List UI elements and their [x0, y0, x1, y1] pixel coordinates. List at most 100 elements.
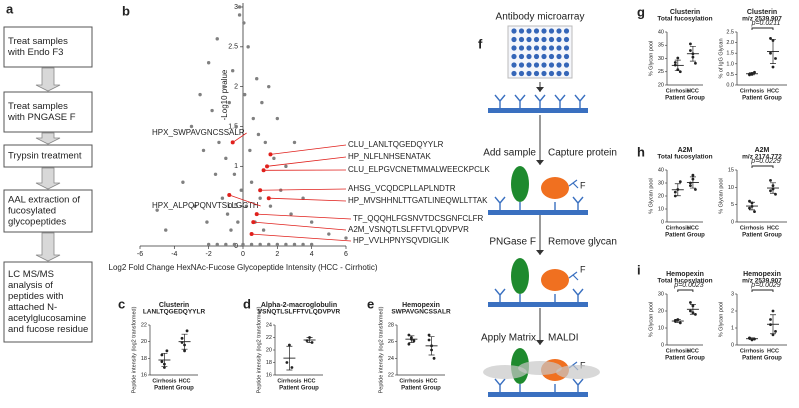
chart-subtitle: m/z 2539.907 — [742, 16, 782, 23]
point — [301, 242, 305, 247]
antibody — [494, 288, 506, 302]
point — [232, 242, 237, 247]
step-text: and fucose residue — [8, 324, 88, 335]
protein — [511, 258, 529, 294]
x-tick-label: Cirrhosis — [740, 88, 764, 94]
point — [249, 180, 254, 184]
x-tick-label: Cirrhosis — [399, 378, 423, 384]
step-text: fucosylated — [8, 206, 56, 217]
x-tick-label: Cirrhosis — [666, 225, 690, 231]
y-tick-label: 20 — [658, 308, 664, 314]
error-bar — [428, 336, 435, 356]
point — [272, 156, 276, 161]
error-bar — [674, 183, 681, 197]
x-tick-label: 2 — [275, 251, 279, 258]
matrix — [556, 365, 600, 379]
point — [206, 242, 211, 247]
protein — [511, 166, 529, 202]
step-box — [3, 189, 93, 233]
x-axis-title: Log2 Fold Change HexNAc-Fucose Glycopept… — [109, 263, 378, 272]
x-tick-label: 4 — [310, 251, 314, 258]
y-tick-label: 2.0 — [726, 40, 734, 46]
antibody — [554, 94, 566, 108]
array-spot — [511, 53, 517, 60]
arrow-head — [536, 340, 544, 345]
step-text: Trypsin treatment — [8, 151, 82, 162]
x-tick-label: -2 — [206, 251, 212, 258]
point — [284, 164, 288, 169]
point — [689, 184, 692, 188]
annotation: HP_MVSHHNLTTGATLINEQWLLTTAK — [348, 196, 488, 205]
array-spot — [556, 45, 562, 51]
point — [292, 140, 297, 145]
y-tick-label: 0.5 — [726, 72, 734, 78]
point — [265, 164, 270, 169]
point — [267, 242, 271, 247]
array-spot — [518, 36, 525, 43]
chart-subtitle: m/z 2539.907 — [742, 278, 782, 285]
y-axis-title: % Glycan pool — [718, 178, 724, 213]
point — [242, 21, 246, 25]
step-box — [3, 144, 93, 168]
point — [694, 61, 697, 65]
y-tick-label: 0.5 — [228, 203, 238, 210]
point — [694, 188, 697, 191]
point — [309, 220, 314, 224]
x-tick-label: -6 — [137, 251, 143, 258]
error-bar — [770, 314, 776, 335]
point — [774, 57, 777, 60]
point — [266, 196, 271, 201]
step-text: with PNGASE F — [7, 112, 76, 123]
fucose-label: F — [580, 264, 586, 274]
array-spot — [563, 28, 570, 34]
annotation: TF_QQQHLFGSNVTDCSGNFCLFR — [353, 214, 483, 223]
point — [155, 208, 159, 212]
y-tick-label: 30 — [658, 56, 664, 62]
chart-title: A2M — [755, 147, 770, 154]
matrix — [483, 365, 527, 379]
error-bar — [181, 333, 188, 350]
x-tick-label: Cirrhosis — [152, 378, 176, 384]
antibody — [494, 196, 506, 210]
point — [678, 180, 682, 184]
point — [427, 333, 431, 337]
point — [689, 301, 692, 304]
point — [673, 190, 677, 194]
step-label: Apply Matrix — [481, 333, 536, 344]
x-tick-label: HCC — [304, 378, 316, 384]
point — [258, 242, 262, 247]
point — [237, 13, 242, 17]
point — [215, 37, 219, 41]
point — [771, 309, 775, 313]
array-spot — [563, 45, 570, 51]
p-value: p=0.0211 — [751, 20, 781, 27]
chart-subtitle: Total fucosylation — [657, 16, 712, 23]
y-tick-label: 10 — [728, 185, 734, 191]
point — [284, 242, 288, 247]
array-spot — [511, 62, 517, 68]
p-value: p=0.0229 — [750, 158, 780, 165]
step-text: LC MS/MS — [8, 269, 54, 280]
point — [407, 342, 411, 346]
antibody — [514, 94, 526, 108]
x-tick-label: Cirrhosis — [277, 378, 301, 384]
array-spot — [526, 62, 532, 68]
antibody — [534, 94, 546, 108]
glycan — [568, 271, 579, 281]
y-axis-title: Peptide intensity (log2 transformed) — [131, 306, 137, 393]
leader — [253, 221, 347, 231]
point — [285, 361, 289, 364]
array-spot — [533, 53, 540, 60]
x-tick-label: HCC — [767, 88, 779, 94]
point — [676, 56, 680, 60]
step-label: Add sample — [483, 148, 536, 159]
y-tick-label: 16 — [141, 372, 147, 378]
array-spot — [548, 28, 555, 34]
y-tick-label: 18 — [141, 356, 147, 362]
slide — [488, 302, 588, 307]
array-spot — [556, 62, 562, 68]
annotation: HPX_SWPAVGNCSSALR — [152, 128, 245, 137]
array-spot — [518, 62, 525, 68]
point — [249, 242, 254, 247]
